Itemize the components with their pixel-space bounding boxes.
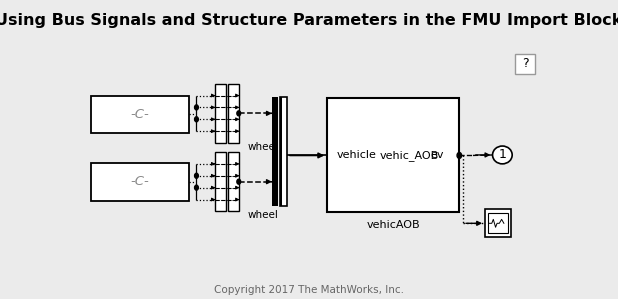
Bar bbox=[228, 152, 239, 211]
Circle shape bbox=[195, 185, 198, 190]
Circle shape bbox=[195, 117, 198, 122]
Circle shape bbox=[195, 105, 198, 110]
Bar bbox=[91, 95, 189, 133]
Bar bbox=[279, 97, 282, 207]
Text: -C-: -C- bbox=[130, 175, 149, 188]
Text: 1: 1 bbox=[499, 148, 506, 161]
Bar bbox=[488, 213, 507, 233]
Bar bbox=[279, 97, 287, 207]
Bar bbox=[485, 209, 510, 237]
Text: vehic_AOB: vehic_AOB bbox=[380, 150, 439, 161]
Bar bbox=[215, 84, 226, 143]
Text: wheel: wheel bbox=[248, 210, 279, 220]
Text: -C-: -C- bbox=[130, 108, 149, 121]
Bar bbox=[215, 152, 226, 211]
Text: ev: ev bbox=[431, 150, 444, 161]
Circle shape bbox=[237, 111, 240, 116]
Circle shape bbox=[457, 152, 462, 158]
Bar bbox=[515, 54, 535, 74]
Text: ?: ? bbox=[522, 57, 528, 70]
Text: vehicAOB: vehicAOB bbox=[366, 220, 420, 230]
Text: Copyright 2017 The MathWorks, Inc.: Copyright 2017 The MathWorks, Inc. bbox=[214, 285, 404, 295]
Bar bbox=[228, 84, 239, 143]
Text: Using Bus Signals and Structure Parameters in the FMU Import Block: Using Bus Signals and Structure Paramete… bbox=[0, 13, 618, 28]
Bar bbox=[272, 97, 278, 207]
Circle shape bbox=[237, 179, 240, 184]
Ellipse shape bbox=[493, 146, 512, 164]
Text: wheel: wheel bbox=[248, 142, 279, 152]
Circle shape bbox=[195, 173, 198, 178]
Bar bbox=[91, 163, 189, 201]
Bar bbox=[327, 98, 459, 212]
Text: vehicle: vehicle bbox=[336, 150, 376, 161]
